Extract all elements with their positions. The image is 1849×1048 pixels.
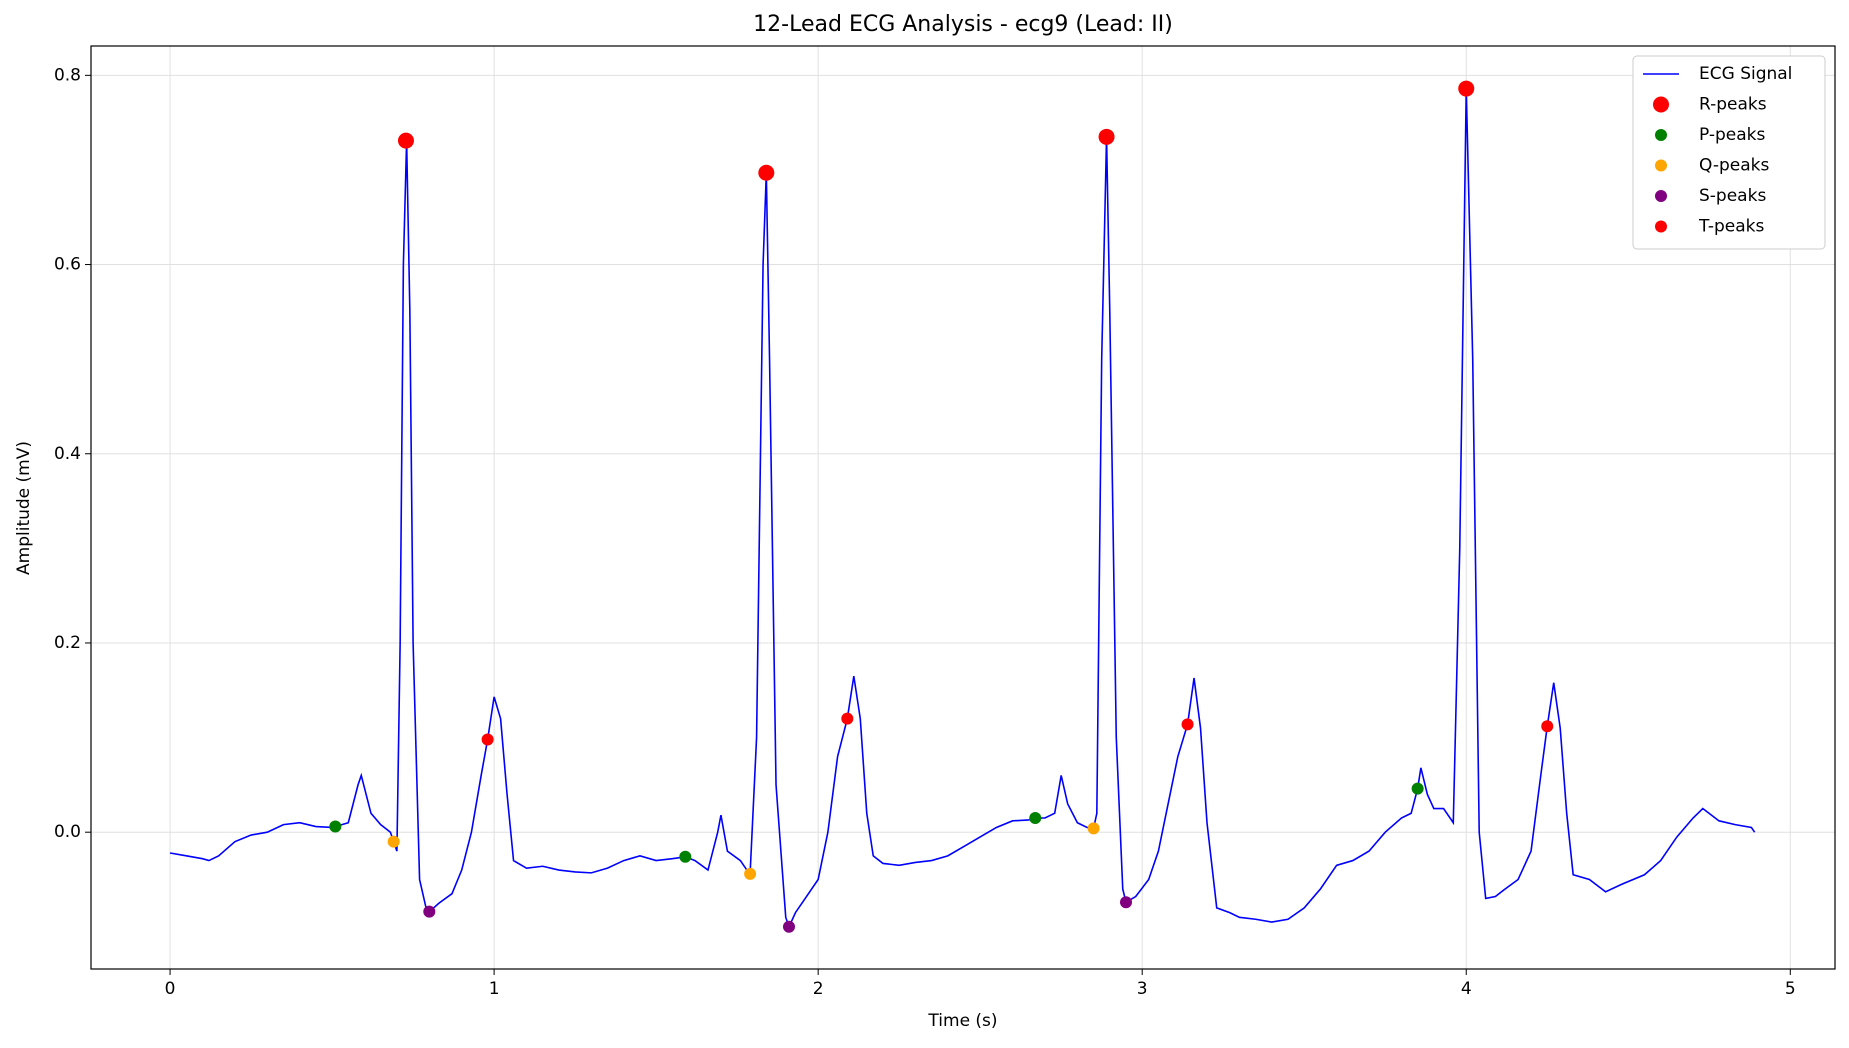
y-tick-label: 0.0	[54, 822, 81, 842]
x-tick-label: 0	[165, 979, 176, 999]
peak-marker	[397, 132, 414, 149]
peak-marker	[1087, 822, 1100, 835]
peak-marker	[1029, 812, 1042, 825]
peak-marker	[841, 712, 854, 725]
y-tick-label: 0.4	[54, 444, 81, 464]
peak-marker	[387, 835, 400, 848]
legend-label: T-peaks	[1698, 217, 1764, 237]
x-tick-label: 3	[1137, 979, 1148, 999]
x-tick-label: 2	[813, 979, 824, 999]
peak-marker	[1098, 128, 1115, 145]
peak-marker	[1458, 80, 1475, 97]
peak-marker	[1541, 720, 1554, 733]
legend-label: P-peaks	[1699, 125, 1766, 145]
x-tick-label: 4	[1461, 979, 1472, 999]
x-tick-label: 1	[489, 979, 500, 999]
legend-label: Q-peaks	[1699, 156, 1770, 176]
peak-marker	[758, 164, 775, 181]
y-tick-label: 0.2	[54, 633, 81, 653]
legend-swatch	[1655, 159, 1667, 172]
peak-marker	[679, 850, 692, 863]
y-tick-label: 0.8	[54, 65, 81, 85]
legend-swatch	[1653, 96, 1669, 113]
legend-swatch	[1655, 190, 1667, 202]
legend-swatch	[1655, 220, 1667, 233]
legend-label: ECG Signal	[1699, 64, 1792, 84]
y-axis-label: Amplitude (mV)	[14, 441, 34, 575]
x-tick-label: 5	[1785, 979, 1796, 999]
legend-swatch	[1655, 129, 1667, 141]
peak-marker	[329, 820, 342, 833]
chart-title: 12-Lead ECG Analysis - ecg9 (Lead: II)	[753, 12, 1173, 37]
ecg-line	[169, 88, 1756, 929]
peak-marker	[782, 920, 795, 933]
legend-box	[1632, 55, 1826, 250]
x-axis-label: Time (s)	[927, 1011, 997, 1031]
peak-marker	[1181, 718, 1194, 731]
peak-marker	[1411, 782, 1424, 795]
peak-marker	[481, 733, 494, 746]
legend-label: R-peaks	[1699, 95, 1767, 115]
peak-marker	[423, 905, 436, 918]
peak-marker	[744, 867, 757, 880]
y-tick-label: 0.6	[54, 255, 81, 275]
peak-marker	[1119, 896, 1132, 909]
legend-label: S-peaks	[1699, 186, 1766, 206]
plot-frame	[90, 45, 1836, 970]
